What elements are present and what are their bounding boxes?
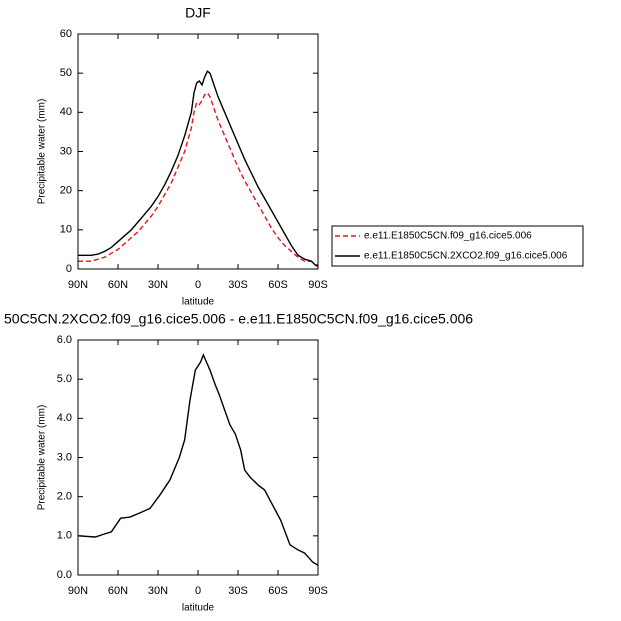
x-tick-label: 30S [228,585,248,597]
legend-label: e.e11.E1850C5CN.2XCO2.f09_g16.cice5.006 [364,251,568,262]
x-tick-label: 90S [308,279,328,291]
x-tick-label: 30S [228,279,248,291]
data-line [78,70,318,266]
plot-frame [77,33,319,270]
y-tick-label: 60 [60,28,72,40]
y-tick-label: 20 [60,185,72,197]
y-tick-label: 4.0 [57,412,72,424]
x-axis-label: latitude [182,603,215,614]
x-tick-label: 30N [148,585,168,597]
y-tick-label: 50 [60,67,72,79]
x-axis-label: latitude [182,297,215,308]
x-tick-label: 90N [68,585,88,597]
x-tick-label: 30N [148,279,168,291]
chart-title: DJF [185,5,211,21]
x-tick-label: 0 [195,279,201,291]
legend-box [331,225,584,267]
y-tick-label: 0.0 [57,569,72,581]
x-tick-label: 90N [68,279,88,291]
y-tick-label: 30 [60,145,72,157]
y-tick-label: 40 [60,106,72,118]
data-line [77,353,319,566]
y-axis-label: Precipitable water (mm) [37,99,48,205]
chart-title: 50C5CN.2XCO2.f09_g16.cice5.006 - e.e11.E… [4,311,473,327]
x-tick-label: 0 [195,585,201,597]
x-tick-label: 60S [268,279,288,291]
y-tick-label: 2.0 [57,491,72,503]
y-tick-label: 10 [60,224,72,236]
x-tick-label: 60S [268,585,288,597]
y-tick-label: 3.0 [57,451,72,463]
y-tick-label: 6.0 [57,334,72,346]
x-tick-label: 90S [308,585,328,597]
y-tick-label: 5.0 [57,373,72,385]
y-tick-label: 1.0 [57,530,72,542]
plot-frame [77,339,319,576]
data-line [78,91,319,268]
legend-label: e.e11.E1850C5CN.f09_g16.cice5.006 [364,231,532,242]
x-tick-label: 60N [108,279,128,291]
y-tick-label: 0 [66,263,72,275]
y-axis-label: Precipitable water (mm) [37,405,48,511]
x-tick-label: 60N [108,585,128,597]
